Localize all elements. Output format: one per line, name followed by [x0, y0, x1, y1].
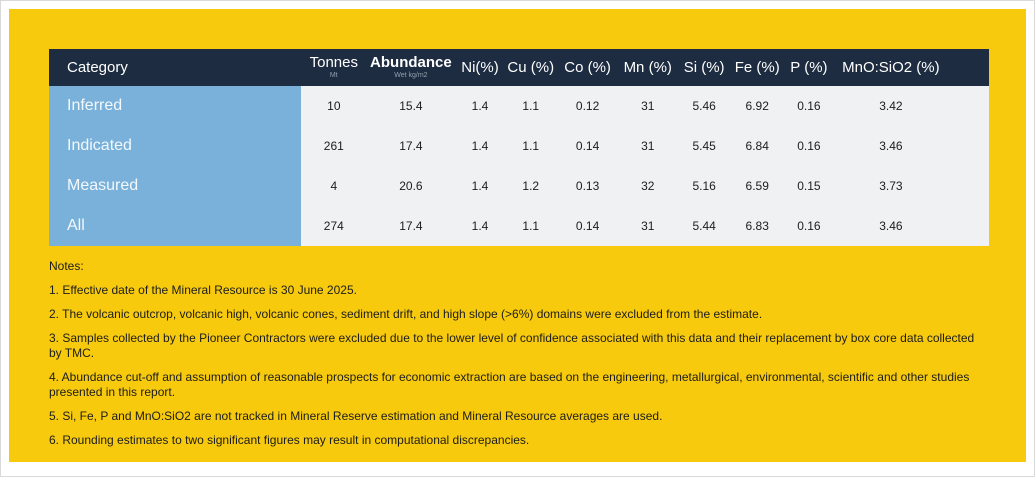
column-header-label: P (%) [790, 58, 828, 76]
value-cell: 1.1 [504, 86, 557, 126]
value-cell: 17.4 [366, 126, 456, 166]
column-header-sublabel: Wet kg/m2 [394, 72, 428, 80]
column-header-label: Ni(%) [461, 58, 499, 76]
column-header-label: Tonnes [309, 54, 358, 72]
column-header: Si (%) [676, 49, 732, 86]
value-cell: 1.4 [455, 166, 505, 206]
column-header: Tonnes Mt [300, 49, 367, 86]
notes-list: 1. Effective date of the Mineral Resourc… [49, 283, 986, 448]
value-cell: 17.4 [366, 206, 456, 246]
value-cell: 20.6 [366, 166, 456, 206]
yellow-panel: Category Tonnes Mt Abundance Wet kg/m2 Ni(%) C… [9, 9, 1026, 462]
value-cell: 1.1 [504, 206, 557, 246]
note-item: 4. Abundance cut-off and assumption of r… [49, 370, 970, 399]
note-item: 6. Rounding estimates to two significant… [49, 433, 530, 447]
value-cell: 3.46 [834, 206, 989, 246]
value-cell: 1.4 [455, 206, 505, 246]
value-cell: 6.59 [731, 166, 784, 206]
value-cell: 274 [300, 206, 367, 246]
value-cell: 1.4 [455, 86, 505, 126]
column-header: Category [49, 49, 301, 86]
column-header-sublabel: Mt [329, 72, 338, 80]
note-item: 2. The volcanic outcrop, volcanic high, … [49, 307, 763, 321]
column-header: Co (%) [556, 49, 619, 86]
column-header-label: MnO:SiO2 (%) [842, 58, 940, 76]
column-header-label: Abundance [370, 54, 452, 72]
column-header: MnO:SiO2 (%) [834, 49, 989, 86]
value-cell: 5.44 [676, 206, 732, 246]
value-cell: 6.84 [731, 126, 784, 166]
table-row: Inferred 10 15.4 1.4 1.1 0.12 31 5.46 6.92 0.16 3.… [49, 86, 989, 126]
value-cell: 0.13 [556, 166, 619, 206]
column-header: Mn (%) [618, 49, 677, 86]
category-cell: Measured [49, 166, 301, 206]
category-cell: All [49, 206, 301, 246]
table-row: Measured 4 20.6 1.4 1.2 0.13 32 5.16 6.59 0.15 3.7… [49, 166, 989, 206]
mineral-resource-table: Category Tonnes Mt Abundance Wet kg/m2 Ni(%) C… [49, 49, 989, 246]
column-header-label: Fe (%) [734, 58, 780, 76]
value-cell: 1.4 [455, 126, 505, 166]
column-header: Cu (%) [504, 49, 557, 86]
value-cell: 31 [618, 86, 677, 126]
value-cell: 32 [618, 166, 677, 206]
table-body: Inferred 10 15.4 1.4 1.1 0.12 31 5.46 6.92 0.16 3.… [49, 86, 989, 246]
value-cell: 15.4 [366, 86, 456, 126]
note-item: 3. Samples collected by the Pioneer Cont… [49, 331, 975, 360]
value-cell: 5.16 [676, 166, 732, 206]
column-header: Abundance Wet kg/m2 [366, 49, 456, 86]
notes-title: Notes: [49, 259, 84, 273]
value-cell: 31 [618, 126, 677, 166]
column-header-label: Mn (%) [623, 58, 672, 76]
value-cell: 0.14 [556, 206, 619, 246]
value-cell: 1.1 [504, 126, 557, 166]
value-cell: 0.14 [556, 126, 619, 166]
note-item: 1. Effective date of the Mineral Resourc… [49, 283, 357, 297]
table-header-row: Category Tonnes Mt Abundance Wet kg/m2 Ni(%) C… [49, 49, 989, 86]
value-cell: 10 [300, 86, 367, 126]
value-cell: 5.45 [676, 126, 732, 166]
value-cell: 3.46 [834, 126, 989, 166]
value-cell: 261 [300, 126, 367, 166]
value-cell: 0.15 [783, 166, 835, 206]
table-header: Category Tonnes Mt Abundance Wet kg/m2 Ni(%) C… [49, 49, 989, 86]
value-cell: 3.73 [834, 166, 989, 206]
table-row: Indicated 261 17.4 1.4 1.1 0.14 31 5.45 6.84 0.16… [49, 126, 989, 166]
value-cell: 0.16 [783, 86, 835, 126]
value-cell: 5.46 [676, 86, 732, 126]
value-cell: 6.92 [731, 86, 784, 126]
value-cell: 1.2 [504, 166, 557, 206]
column-header-label: Si (%) [683, 58, 725, 76]
column-header-label: Cu (%) [507, 58, 555, 76]
value-cell: 31 [618, 206, 677, 246]
column-header-label: Co (%) [564, 58, 611, 76]
column-header: P (%) [783, 49, 835, 86]
table-row: All 274 17.4 1.4 1.1 0.14 31 5.44 6.83 0.16 3.46 [49, 206, 989, 246]
value-cell: 4 [300, 166, 367, 206]
category-cell: Indicated [49, 126, 301, 166]
value-cell: 3.42 [834, 86, 989, 126]
value-cell: 6.83 [731, 206, 784, 246]
value-cell: 0.12 [556, 86, 619, 126]
column-header: Ni(%) [455, 49, 505, 86]
value-cell: 0.16 [783, 126, 835, 166]
column-header: Fe (%) [731, 49, 784, 86]
notes-section: Notes: 1. Effective date of the Mineral … [49, 259, 986, 448]
column-header-label: Category [67, 58, 128, 76]
mineral-resource-table-wrap: Category Tonnes Mt Abundance Wet kg/m2 Ni(%) C… [49, 49, 989, 246]
category-cell: Inferred [49, 86, 301, 126]
value-cell: 0.16 [783, 206, 835, 246]
note-item: 5. Si, Fe, P and MnO:SiO2 are not tracke… [49, 409, 663, 423]
